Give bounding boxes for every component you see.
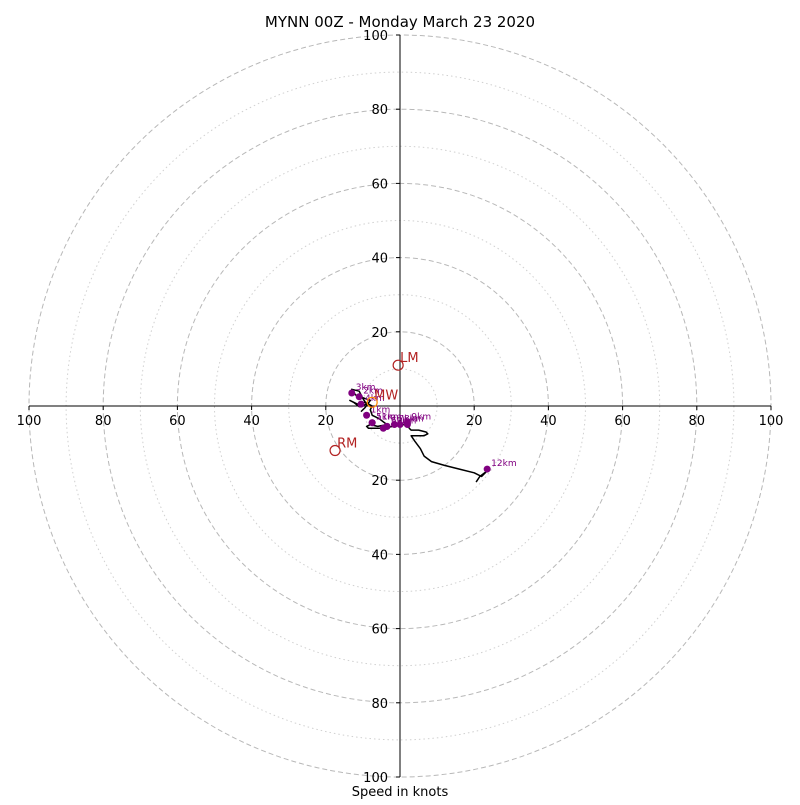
height-label-10km: 10km [391,416,416,426]
height-marker-point [379,424,387,432]
axes [29,35,771,777]
x-axis-label: Speed in knots [352,785,449,800]
x-tick-label: 40 [540,414,557,429]
height-marker-3km [348,389,356,397]
height-marker-2km [355,393,363,401]
x-tick-label: 60 [614,414,631,429]
height-marker-1km [363,411,371,419]
storm-motion-markers: LM RM MW [329,351,419,457]
height-marker-point [403,421,411,429]
x-tick-label: 80 [95,414,112,429]
height-marker-8km [396,421,404,429]
motion-marker-lm [392,359,404,371]
x-tick-label: 20 [318,414,335,429]
height-label-8km: 8km [404,415,424,425]
height-label-9km: 9km [411,413,431,423]
x-tick-label: 80 [689,414,706,429]
height-label-3km: 3km [356,383,376,393]
height-label-12km: 12km [491,459,516,469]
height-label-2km: 2km [363,387,383,397]
motion-label-lm: LM [400,351,418,366]
x-tick-label: 100 [17,414,42,429]
height-marker-12km [483,465,491,473]
motion-label-rm: RM [337,437,357,452]
y-tick-label: 60 [371,177,388,192]
y-tick-label: 100 [363,771,388,786]
y-tick-label: 40 [371,252,388,267]
height-label-11km: 11km [376,413,401,423]
height-label-4km: 4km [365,394,385,404]
y-tick-label: 100 [363,29,388,44]
y-tick-label: 20 [371,326,388,341]
motion-marker-mw [366,396,378,408]
y-tick-label: 60 [371,623,388,638]
chart-title: MYNN 00Z - Monday March 23 2020 [265,13,535,31]
height-marker-7km [390,421,398,429]
height-marker-11km [368,419,376,427]
x-tick-label: 40 [243,414,260,429]
tick-labels: 100 80 60 40 20 20 40 60 80 100 100 80 60 40 20 20 40 60 8… [17,29,784,786]
y-tick-label: 80 [371,697,388,712]
y-tick-label: 40 [371,548,388,563]
x-tick-label: 60 [169,414,186,429]
motion-label-mw: MW [374,388,398,403]
x-tick-label: 20 [466,414,483,429]
height-markers: 1km2km3km4km5km6km7km8km9km10km11km12km [348,383,517,473]
x-tick-label: 100 [759,414,784,429]
height-marker-4km [357,400,365,408]
height-label-5km: 5km [376,413,396,423]
height-label-1km: 1km [371,405,391,415]
y-tick-label: 20 [371,474,388,489]
y-tick-label: 80 [371,103,388,118]
motion-marker-rm [329,444,341,457]
